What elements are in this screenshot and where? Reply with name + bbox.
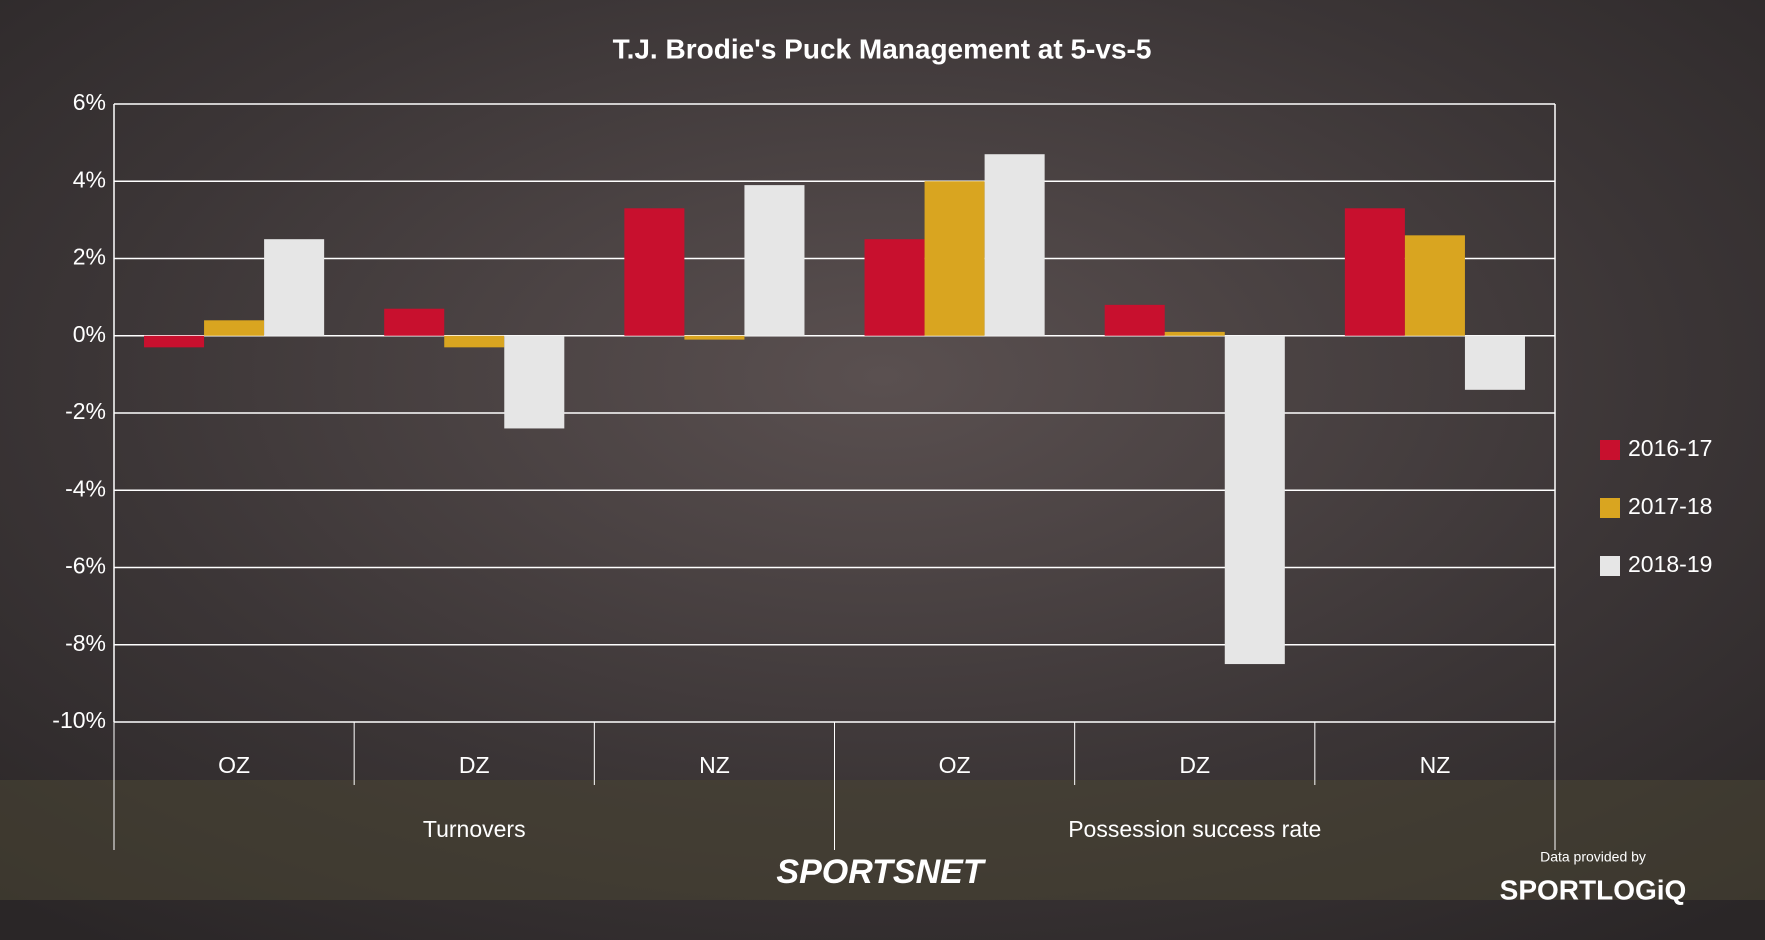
group-label: Possession success rate (1068, 816, 1321, 842)
bar (204, 320, 265, 336)
bar (984, 154, 1045, 336)
group-label: Turnovers (423, 816, 526, 842)
legend-label: 2018-19 (1628, 551, 1712, 577)
bar (144, 335, 205, 348)
x-tick-label: NZ (1420, 752, 1451, 778)
y-tick-label: -8% (65, 630, 106, 656)
x-tick-label: DZ (1179, 752, 1210, 778)
y-tick-label: -4% (65, 475, 106, 501)
y-tick-label: 6% (73, 89, 106, 115)
legend-label: 2017-18 (1628, 493, 1712, 519)
broadcaster-logo: SPORTSNET (776, 853, 986, 891)
bar (924, 181, 985, 336)
bar (744, 185, 805, 336)
bar (1344, 208, 1405, 336)
bar (684, 335, 745, 340)
y-tick-label: 2% (73, 244, 106, 270)
bar (384, 308, 445, 336)
x-tick-label: DZ (459, 752, 490, 778)
y-tick-label: 4% (73, 166, 106, 192)
legend-swatch (1600, 556, 1620, 576)
provider-logo: SPORTLOGiQ (1500, 874, 1687, 905)
chart-title: T.J. Brodie's Puck Management at 5-vs-5 (613, 33, 1152, 64)
legend-swatch (1600, 440, 1620, 460)
bar (444, 335, 505, 348)
y-tick-label: -10% (52, 707, 106, 733)
bar (864, 239, 925, 336)
bar (504, 335, 565, 429)
bar (624, 208, 685, 336)
y-tick-label: -2% (65, 398, 106, 424)
y-tick-label: -6% (65, 553, 106, 579)
bar (1464, 335, 1525, 390)
bar (264, 239, 325, 336)
bar (1164, 331, 1225, 336)
y-tick-label: 0% (73, 321, 106, 347)
x-tick-label: OZ (218, 752, 250, 778)
background-band (0, 780, 1765, 900)
credit-text: Data provided by (1540, 849, 1646, 865)
legend-swatch (1600, 498, 1620, 518)
bar (1404, 235, 1465, 336)
legend-label: 2016-17 (1628, 435, 1712, 461)
x-tick-label: OZ (939, 752, 971, 778)
x-tick-label: NZ (699, 752, 730, 778)
bar (1224, 335, 1285, 665)
bar (1104, 304, 1165, 336)
